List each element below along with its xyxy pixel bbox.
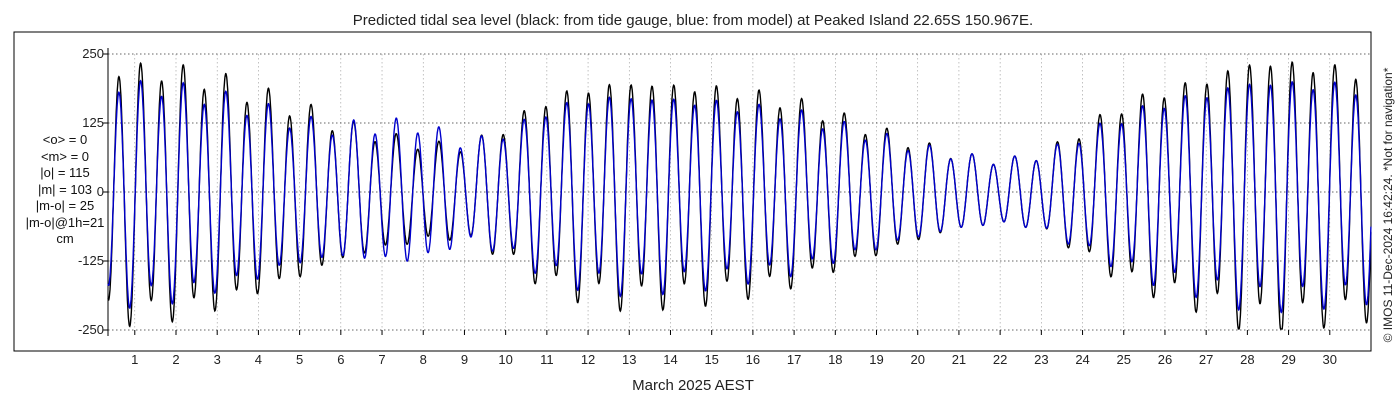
x-tick-label: 14	[663, 352, 677, 367]
x-tick-label: 20	[910, 352, 924, 367]
x-tick-label: 18	[828, 352, 842, 367]
x-tick-label: 25	[1117, 352, 1131, 367]
y-tick-label: 0	[97, 184, 104, 199]
x-tick-label: 6	[337, 352, 344, 367]
x-tick-label: 24	[1075, 352, 1089, 367]
x-tick-label: 7	[378, 352, 385, 367]
stat-obs-abs: |o| = 115	[40, 165, 90, 180]
stat-diff-1h: |m-o|@1h=21	[25, 214, 105, 230]
x-tick-label: 28	[1240, 352, 1254, 367]
axis-layer: 1 2 3 4 5 6 7 8 9 10 11 12 13 14 15 16 17 18 19 20 21 22 23 24 2…	[78, 46, 1337, 367]
y-tick-label: 250	[82, 46, 104, 61]
stat-model-mean: <m> = 0	[40, 148, 90, 164]
x-tick-label: 10	[498, 352, 512, 367]
x-tick-label: 26	[1158, 352, 1172, 367]
stat-model-abs: |m| = 103	[37, 181, 93, 197]
x-tick-label: 17	[787, 352, 801, 367]
x-tick-label: 5	[296, 352, 303, 367]
stat-diff-abs: |m-o| = 25	[35, 198, 95, 213]
outer-frame	[13, 31, 1372, 352]
x-tick-label: 3	[214, 352, 221, 367]
model-series-line	[107, 79, 1372, 314]
x-tick-label: 13	[622, 352, 636, 367]
x-tick-label: 21	[952, 352, 966, 367]
x-tick-label: 22	[993, 352, 1007, 367]
stat-obs-mean: <o> = 0	[42, 132, 88, 147]
x-tick-label: 1	[131, 352, 138, 367]
x-axis-label: March 2025 AEST	[632, 377, 754, 394]
stat-unit: cm	[56, 231, 74, 246]
y-tick-label: -250	[78, 322, 104, 337]
x-tick-label: 19	[869, 352, 883, 367]
chart-title: Predicted tidal sea level (black: from t…	[353, 12, 1033, 29]
y-tick-label: -125	[78, 253, 104, 268]
x-tick-label: 12	[581, 352, 595, 367]
y-tick-label: 125	[82, 115, 104, 130]
x-tick-label: 11	[540, 352, 554, 367]
x-tick-label: 27	[1199, 352, 1213, 367]
x-tick-label: 2	[172, 352, 179, 367]
x-tick-label: 8	[420, 352, 427, 367]
grid-layer	[108, 53, 1371, 331]
x-tick-label: 23	[1034, 352, 1048, 367]
x-tick-label: 4	[255, 352, 262, 367]
x-tick-label: 16	[746, 352, 760, 367]
stats-panel: <o> = 0 <m> = 0 |o| = 115 |m| = 103 |m-o…	[18, 132, 112, 248]
x-tick-label: 30	[1323, 352, 1337, 367]
copyright-note: © IMOS 11-Dec-2024 16:42:24. *Not for na…	[1381, 67, 1395, 342]
x-tick-label: 29	[1281, 352, 1295, 367]
x-tick-label: 15	[704, 352, 718, 367]
x-tick-label: 9	[461, 352, 468, 367]
series-layer	[107, 60, 1372, 330]
